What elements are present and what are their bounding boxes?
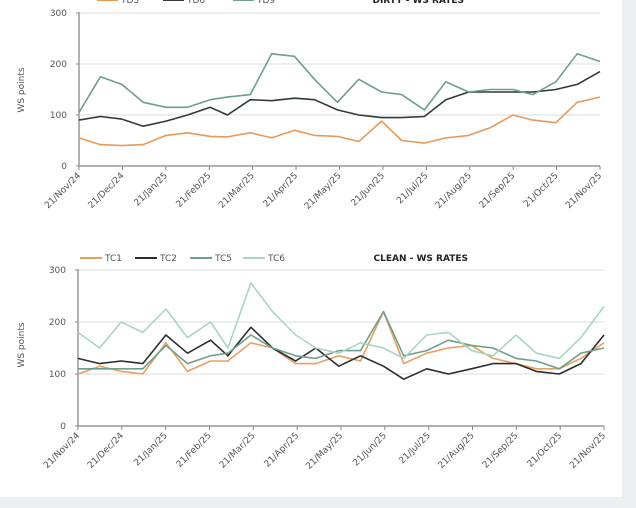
y-axis-label: WS points: [17, 322, 27, 367]
series-line-tc6: [77, 282, 605, 360]
x-tick-label: 21/Nov/24: [43, 171, 83, 211]
x-tick-label: 21/Mar/25: [218, 431, 258, 471]
x-tick-label: 21/Aug/25: [434, 171, 474, 211]
y-tick-label: 200: [49, 318, 66, 328]
y-tick-label: 300: [49, 266, 66, 276]
series-line-td6: [78, 70, 601, 127]
x-tick-label: 21/Nov/24: [42, 431, 82, 471]
x-tick-label: 21/Aug/25: [437, 431, 477, 471]
x-tick-label: 21/Oct/25: [522, 171, 561, 210]
y-tick-label: 100: [49, 370, 66, 380]
y-tick-label: 100: [50, 111, 67, 121]
page-margin-bottom: [0, 497, 636, 508]
series-line-td9: [78, 52, 601, 113]
x-tick-label: 21/Apr/25: [263, 431, 302, 470]
x-tick-label: 21/Nov/25: [568, 431, 608, 471]
y-tick-label: 200: [50, 60, 67, 70]
x-tick-label: 21/Sep/25: [481, 431, 521, 471]
chart-title: DIRTY - WS RATES: [372, 0, 464, 6]
x-tick-label: 21/Apr/25: [262, 171, 301, 210]
y-axis-label: WS points: [17, 67, 27, 112]
legend-label-tc2: TC2: [159, 254, 177, 264]
x-tick-label: 21/Mar/25: [217, 171, 257, 211]
x-tick-label: 21/Jun/25: [350, 171, 387, 208]
legend-label-tc6: TC6: [267, 254, 285, 264]
x-tick-label: 21/Feb/25: [175, 431, 214, 470]
x-tick-label: 21/Dec/24: [87, 171, 127, 211]
x-tick-label: 21/May/25: [303, 171, 344, 212]
y-tick-label: 0: [60, 422, 66, 432]
x-tick-label: 21/Jan/25: [132, 431, 169, 468]
legend-label-td6: TD6: [186, 0, 205, 6]
series-line-tc2: [77, 326, 605, 381]
legend-label-tc1: TC1: [104, 254, 122, 264]
y-tick-label: 0: [61, 162, 67, 172]
x-tick-label: 21/Feb/25: [175, 171, 214, 210]
x-tick-label: 21/Jul/25: [395, 171, 430, 206]
x-tick-label: 21/Nov/25: [564, 171, 604, 211]
chart-title: CLEAN - WS RATES: [374, 254, 469, 264]
x-tick-label: 21/Jul/25: [398, 431, 433, 466]
legend-label-td3: TD3: [120, 0, 139, 6]
page-margin-right: [622, 0, 636, 508]
series-line-tc5: [78, 310, 605, 370]
y-tick-label: 300: [50, 9, 67, 19]
series-line-td3: [78, 96, 601, 147]
x-tick-label: 21/Jan/25: [133, 171, 170, 208]
x-tick-label: 21/Dec/24: [86, 431, 126, 471]
x-tick-label: 21/Jun/25: [351, 431, 388, 468]
x-tick-label: 21/Oct/25: [526, 431, 565, 470]
legend-label-tc5: TC5: [214, 254, 232, 264]
x-tick-label: 21/May/25: [304, 431, 345, 472]
legend-label-td9: TD9: [256, 0, 275, 6]
x-tick-label: 21/Sep/25: [478, 171, 518, 211]
